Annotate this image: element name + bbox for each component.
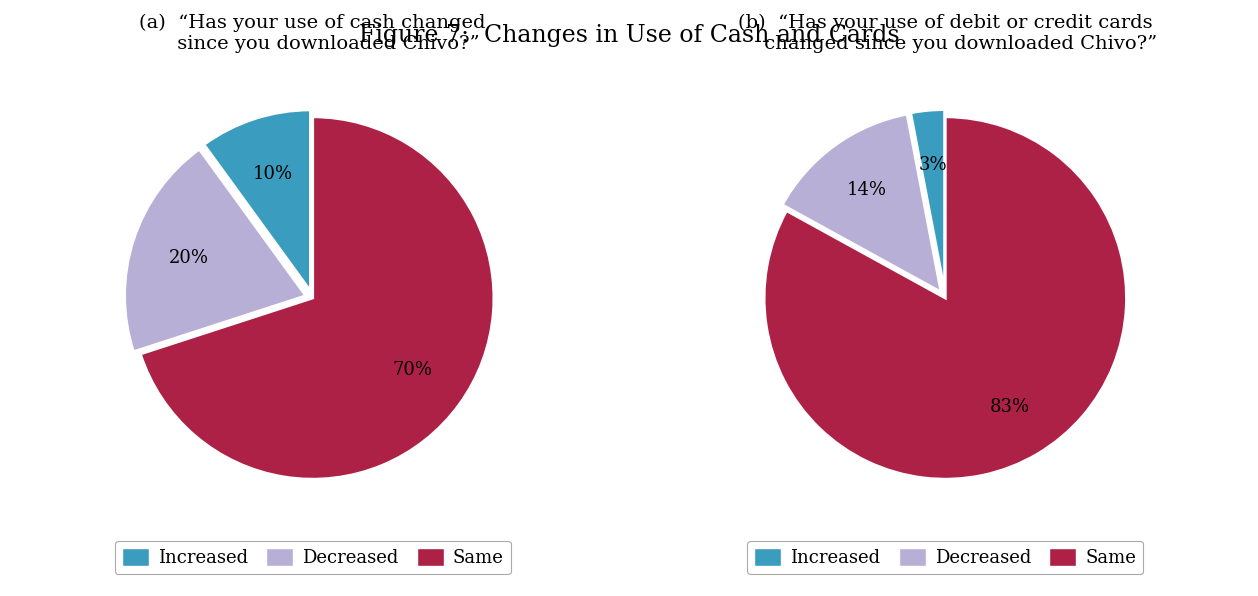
Text: 70%: 70% xyxy=(392,361,433,380)
Text: Figure 7:  Changes in Use of Cash and Cards: Figure 7: Changes in Use of Cash and Car… xyxy=(359,24,899,47)
Text: 83%: 83% xyxy=(990,398,1030,416)
Wedge shape xyxy=(125,149,306,352)
Wedge shape xyxy=(204,110,311,291)
Legend: Increased, Decreased, Same: Increased, Decreased, Same xyxy=(747,541,1144,575)
Wedge shape xyxy=(911,110,945,291)
Text: 10%: 10% xyxy=(253,165,292,183)
Wedge shape xyxy=(782,114,941,292)
Title: (a)  “Has your use of cash changed
     since you downloaded Chivo?”: (a) “Has your use of cash changed since … xyxy=(140,14,486,53)
Wedge shape xyxy=(141,117,494,479)
Wedge shape xyxy=(764,117,1126,479)
Text: 20%: 20% xyxy=(169,249,209,266)
Text: 3%: 3% xyxy=(918,156,947,173)
Legend: Increased, Decreased, Same: Increased, Decreased, Same xyxy=(114,541,511,575)
Text: 14%: 14% xyxy=(847,181,887,198)
Title: (b)  “Has your use of debit or credit cards
     changed since you downloaded Ch: (b) “Has your use of debit or credit car… xyxy=(733,14,1157,53)
